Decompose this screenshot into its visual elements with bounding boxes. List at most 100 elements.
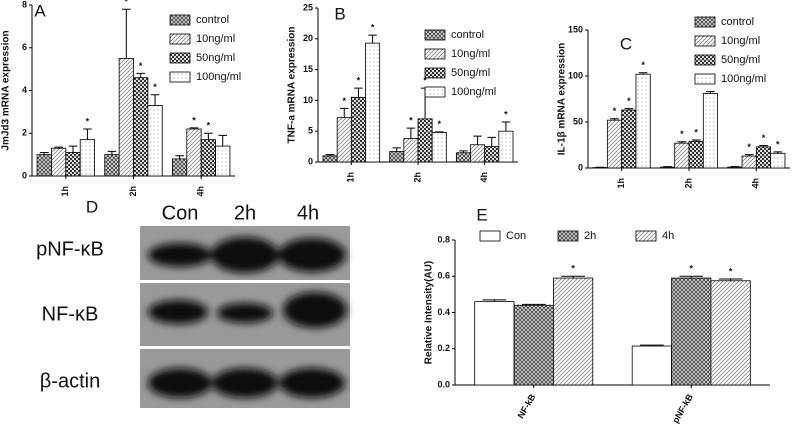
legend-label: 50ng/ml (721, 54, 760, 66)
bar (456, 153, 470, 162)
panel-label: A (34, 1, 46, 20)
bar (390, 152, 404, 162)
bar (366, 43, 380, 162)
significance-star: * (371, 22, 375, 32)
legend-swatch (695, 17, 715, 27)
chart: CIL-1β mRNA expression0501001501h***2h**… (557, 16, 790, 189)
legend-label: control (721, 16, 754, 28)
y-axis-title: JmJd3 mRNA expression (1, 30, 12, 150)
legend-label: 10ng/ml (451, 48, 490, 60)
legend-label: 100ng/ml (196, 71, 241, 83)
legend-swatch (170, 72, 190, 82)
x-tick-label: pNF-kB (670, 392, 695, 425)
bar (66, 152, 80, 176)
y-tick-label: 0.2 (437, 343, 450, 353)
x-tick-label: 1h (616, 178, 626, 189)
blot-column: 4h (297, 202, 319, 224)
bar (672, 278, 711, 385)
bar (728, 167, 742, 168)
blot-column: 2h (234, 202, 256, 224)
bar (636, 74, 650, 168)
y-tick-label: 0.6 (437, 271, 450, 281)
legend-label: Con (506, 230, 526, 242)
blot-divider (140, 280, 350, 283)
legend-label: 10ng/ml (721, 35, 760, 47)
error-bar (407, 128, 416, 138)
y-axis-title: TNF-a mRNA expression (287, 27, 298, 144)
error-bar (502, 122, 511, 131)
legend-swatch (170, 53, 190, 63)
y-tick-label: 50 (573, 116, 583, 126)
bar (323, 156, 337, 162)
error-bar (488, 137, 497, 146)
bar (771, 153, 785, 168)
legend-label: 2h (584, 230, 596, 242)
significance-star: * (747, 142, 751, 152)
bar (351, 97, 365, 162)
error-bar (473, 136, 482, 145)
legend-label: 4h (662, 230, 674, 242)
legend-swatch (695, 74, 715, 84)
error-bar (151, 95, 160, 106)
error-bar (83, 129, 92, 140)
y-axis-title: IL-1β mRNA expression (557, 43, 568, 155)
panel-label: B (334, 4, 345, 23)
significance-star: * (776, 139, 780, 149)
significance-star: * (641, 60, 645, 70)
bar (632, 346, 671, 385)
bar (675, 143, 689, 168)
significance-star: * (437, 119, 441, 129)
legend-swatch (425, 87, 445, 97)
y-tick-label: 20 (303, 33, 313, 43)
blot-row: β-actin (40, 370, 100, 392)
significance-star: * (504, 109, 508, 119)
legend-swatch (170, 34, 190, 44)
significance-star: * (342, 96, 346, 106)
legend-label: 100ng/ml (721, 73, 766, 85)
legend-swatch (558, 231, 578, 241)
x-tick-label: 2h (412, 172, 422, 183)
error-bar (175, 156, 184, 159)
legend-swatch (425, 30, 445, 40)
panel-label: C (620, 34, 632, 53)
blot-column: Con (162, 202, 199, 224)
error-bar (69, 146, 78, 152)
blot-bands (148, 237, 347, 398)
bar (37, 155, 51, 176)
bar (499, 131, 513, 162)
significance-star: * (680, 129, 684, 139)
significance-star: * (153, 82, 157, 92)
x-tick-label: 2h (128, 186, 138, 197)
significance-star: * (694, 127, 698, 137)
significance-star: * (613, 106, 617, 116)
x-tick-label: 4h (479, 172, 489, 183)
bar (105, 155, 119, 176)
bar (134, 78, 148, 176)
significance-star: * (86, 116, 90, 126)
y-tick-label: 0.8 (437, 234, 450, 244)
significance-star: * (357, 75, 361, 85)
bar (622, 110, 636, 168)
legend-swatch (425, 49, 445, 59)
error-bar (108, 151, 117, 154)
bar (172, 159, 186, 176)
y-axis-title: Relative Intensity(AU) (424, 261, 435, 364)
legend-swatch (170, 15, 190, 25)
panel-label: E (476, 205, 487, 224)
error-bar (136, 73, 145, 77)
blot-row: NF-κB (42, 303, 99, 325)
bar (201, 140, 215, 176)
legend-swatch (695, 36, 715, 46)
error-bar (368, 35, 377, 43)
legend-swatch (480, 231, 500, 241)
bar (514, 305, 553, 385)
panel-label: D (86, 197, 98, 216)
significance-star: * (762, 133, 766, 143)
bar (711, 281, 750, 385)
significance-star: * (125, 0, 129, 7)
error-bar (340, 108, 349, 117)
y-tick-label: 4 (22, 85, 27, 95)
